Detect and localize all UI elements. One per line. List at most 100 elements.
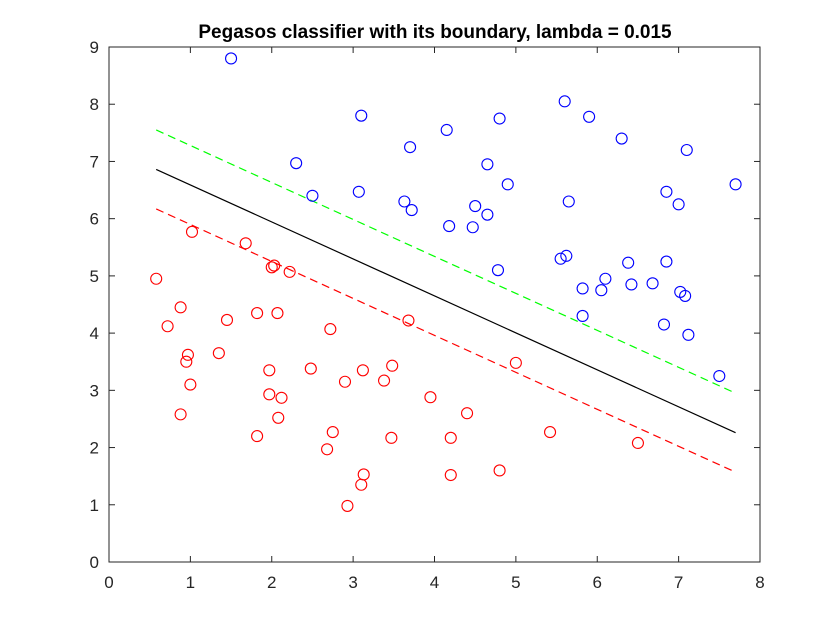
blue-point [225, 52, 238, 65]
red-point [181, 348, 194, 361]
red-point [150, 272, 163, 285]
blue-point [682, 328, 695, 341]
y-tick-label: 1 [90, 496, 99, 515]
decision-boundary-line [155, 168, 736, 434]
red-point [341, 499, 354, 512]
x-tick-label: 6 [593, 573, 602, 592]
blue-point [493, 112, 506, 125]
blue-point [646, 277, 659, 290]
x-tick-label: 8 [755, 573, 764, 592]
red-point [304, 362, 317, 375]
blue-point [306, 189, 319, 202]
red-point [324, 323, 337, 336]
blue-point [398, 195, 411, 208]
red-point [271, 307, 284, 320]
y-tick-label: 0 [90, 553, 99, 572]
blue-point [352, 185, 365, 198]
red-point [444, 468, 457, 482]
red-point [272, 411, 285, 424]
blue-point [576, 282, 589, 295]
y-tick-label: 2 [90, 439, 99, 458]
blue-point [440, 123, 453, 137]
blue-point [562, 195, 575, 208]
blue-point [615, 132, 628, 145]
red-point [326, 426, 339, 439]
y-tick-label: 3 [90, 381, 99, 400]
blue-point [713, 369, 726, 383]
blue-point [657, 318, 671, 331]
blue-point [599, 272, 612, 285]
red-point [509, 356, 522, 369]
red-point [265, 261, 278, 274]
red-point [268, 259, 281, 272]
blue-point [355, 109, 368, 122]
red-point [239, 237, 252, 250]
y-tick-label: 7 [90, 152, 99, 171]
y-tick-label: 6 [90, 210, 99, 229]
chart-title: Pegasos classifier with its boundary, la… [198, 22, 672, 43]
blue-point [672, 198, 685, 211]
blue-point [680, 143, 693, 157]
x-tick-label: 1 [186, 573, 195, 592]
blue-point [290, 157, 303, 170]
red-point [444, 431, 457, 444]
red-point [184, 378, 197, 391]
blue-point [443, 220, 456, 233]
lower-margin-line [155, 208, 736, 473]
red-point [385, 431, 398, 444]
red-point [321, 443, 334, 456]
red-point [460, 407, 474, 420]
red-point [220, 313, 234, 327]
red-point [283, 265, 296, 278]
blue-point [404, 141, 417, 154]
axes-box [108, 46, 761, 563]
x-tick-label: 4 [430, 573, 439, 592]
red-point [251, 307, 264, 320]
red-point [263, 388, 276, 401]
x-tick-label: 0 [104, 573, 113, 592]
y-tick-label: 5 [90, 267, 99, 286]
red-point [377, 374, 391, 387]
plot-area: 0 1 2 3 4 5 6 7 8 0 1 2 3 4 5 6 7 8 9 [90, 38, 765, 592]
red-point [174, 301, 187, 314]
blue-point [481, 208, 494, 221]
upper-margin-line [155, 129, 736, 394]
red-point [386, 359, 399, 372]
blue-point [466, 221, 479, 234]
red-point [275, 391, 288, 404]
y-tick-label: 8 [90, 95, 99, 114]
x-tick-label: 2 [267, 573, 276, 592]
x-tick-label: 5 [511, 573, 520, 592]
blue-point [405, 204, 418, 217]
blue-point [595, 284, 608, 297]
red-point [338, 375, 352, 388]
blue-point [729, 178, 742, 191]
red-point [263, 364, 276, 377]
red-point [355, 478, 368, 491]
y-tick-label: 4 [90, 324, 99, 343]
blue-point [501, 178, 514, 191]
red-point [356, 364, 369, 377]
blue-point [560, 249, 573, 262]
red-point [424, 391, 437, 404]
y-tick-label: 9 [90, 38, 99, 57]
blue-point [660, 255, 673, 268]
red-point [544, 426, 557, 439]
blue-point [481, 158, 494, 171]
red-point [185, 225, 199, 238]
blue-point [660, 185, 673, 198]
x-tick-label: 3 [348, 573, 357, 592]
blue-point [679, 289, 692, 302]
red-point [402, 314, 415, 327]
x-tick-label: 7 [674, 573, 683, 592]
blue-point [576, 309, 589, 322]
blue-point [558, 95, 571, 108]
blue-point [622, 256, 635, 269]
red-point [251, 430, 264, 443]
red-point [631, 436, 644, 450]
blue-point [469, 200, 482, 213]
red-point [174, 408, 187, 421]
blue-point [625, 278, 638, 291]
